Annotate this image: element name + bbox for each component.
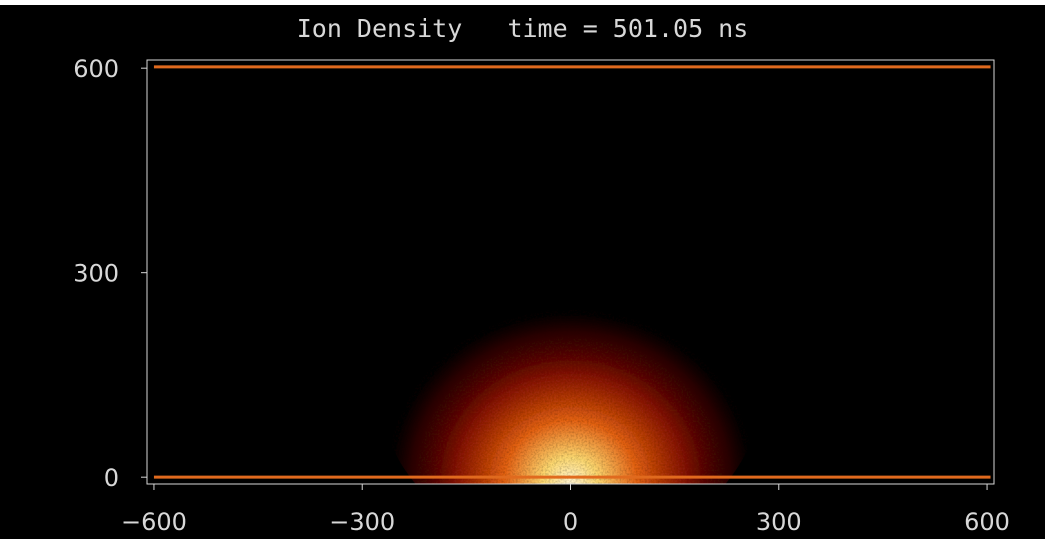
ion-density-cloud bbox=[376, 199, 765, 484]
x-axis: −600 −300 0 300 600 bbox=[121, 484, 1010, 536]
top-border bbox=[0, 0, 1045, 5]
y-axis: 0 300 600 bbox=[73, 55, 147, 492]
plot-title: Ion Density time = 501.05 ns bbox=[0, 14, 1045, 43]
boundary-lines bbox=[153, 65, 991, 479]
y-tick-label: 0 bbox=[104, 464, 119, 492]
y-tick-label: 600 bbox=[73, 55, 119, 83]
x-tick-label: 0 bbox=[563, 508, 578, 536]
title-text: Ion Density bbox=[296, 14, 463, 43]
time-readout: time = 501.05 ns bbox=[507, 14, 749, 43]
x-tick-label: −600 bbox=[121, 508, 187, 536]
x-tick-label: 600 bbox=[964, 508, 1010, 536]
density-map bbox=[376, 199, 765, 484]
x-tick-label: 300 bbox=[756, 508, 802, 536]
x-tick-label: −300 bbox=[329, 508, 395, 536]
y-tick-label: 300 bbox=[73, 260, 119, 288]
